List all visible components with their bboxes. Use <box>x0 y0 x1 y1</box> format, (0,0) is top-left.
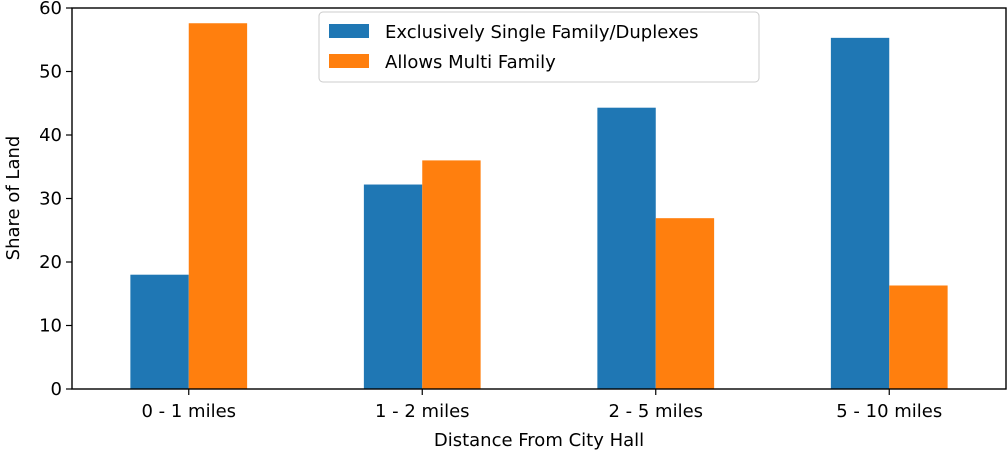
bar-series-0-category-2 <box>597 107 656 389</box>
legend-frame <box>318 11 760 83</box>
x-axis-label: Distance From City Hall <box>434 430 644 451</box>
y-tick-label: 0 <box>51 379 62 400</box>
y-tick-label: 10 <box>39 316 62 337</box>
y-tick-label: 30 <box>39 189 62 210</box>
y-tick-label: 50 <box>39 62 62 83</box>
legend: Exclusively Single Family/Duplexes Allow… <box>318 11 760 83</box>
legend-label-multi-family: Allows Multi Family <box>385 52 556 73</box>
x-tick-label: 2 - 5 miles <box>608 401 703 422</box>
bars-layer <box>130 23 948 390</box>
bar-series-1-category-3 <box>889 285 948 389</box>
x-tick-label: 0 - 1 miles <box>141 401 236 422</box>
legend-label-single-family: Exclusively Single Family/Duplexes <box>385 22 699 43</box>
bar-series-0-category-1 <box>363 184 423 389</box>
bar-series-1-category-1 <box>422 160 481 389</box>
y-tick-label: 60 <box>39 0 62 19</box>
bar-series-0-category-3 <box>830 37 890 389</box>
legend-swatch-multi-family <box>329 54 369 68</box>
bar-series-1-category-0 <box>188 23 248 390</box>
y-tick-label: 20 <box>39 252 62 273</box>
y-tick-label: 40 <box>39 125 62 146</box>
y-ticks: 0 10 20 30 40 50 60 <box>39 0 72 400</box>
x-ticks: 0 - 1 miles 1 - 2 miles 2 - 5 miles 5 - 10 … <box>141 389 942 422</box>
x-tick-label: 1 - 2 miles <box>375 401 470 422</box>
legend-swatch-single-family <box>329 24 369 38</box>
bar-series-1-category-2 <box>655 218 715 389</box>
bar-series-0-category-0 <box>130 274 189 389</box>
y-axis-label: Share of Land <box>3 136 24 261</box>
x-tick-label: 5 - 10 miles <box>836 401 942 422</box>
